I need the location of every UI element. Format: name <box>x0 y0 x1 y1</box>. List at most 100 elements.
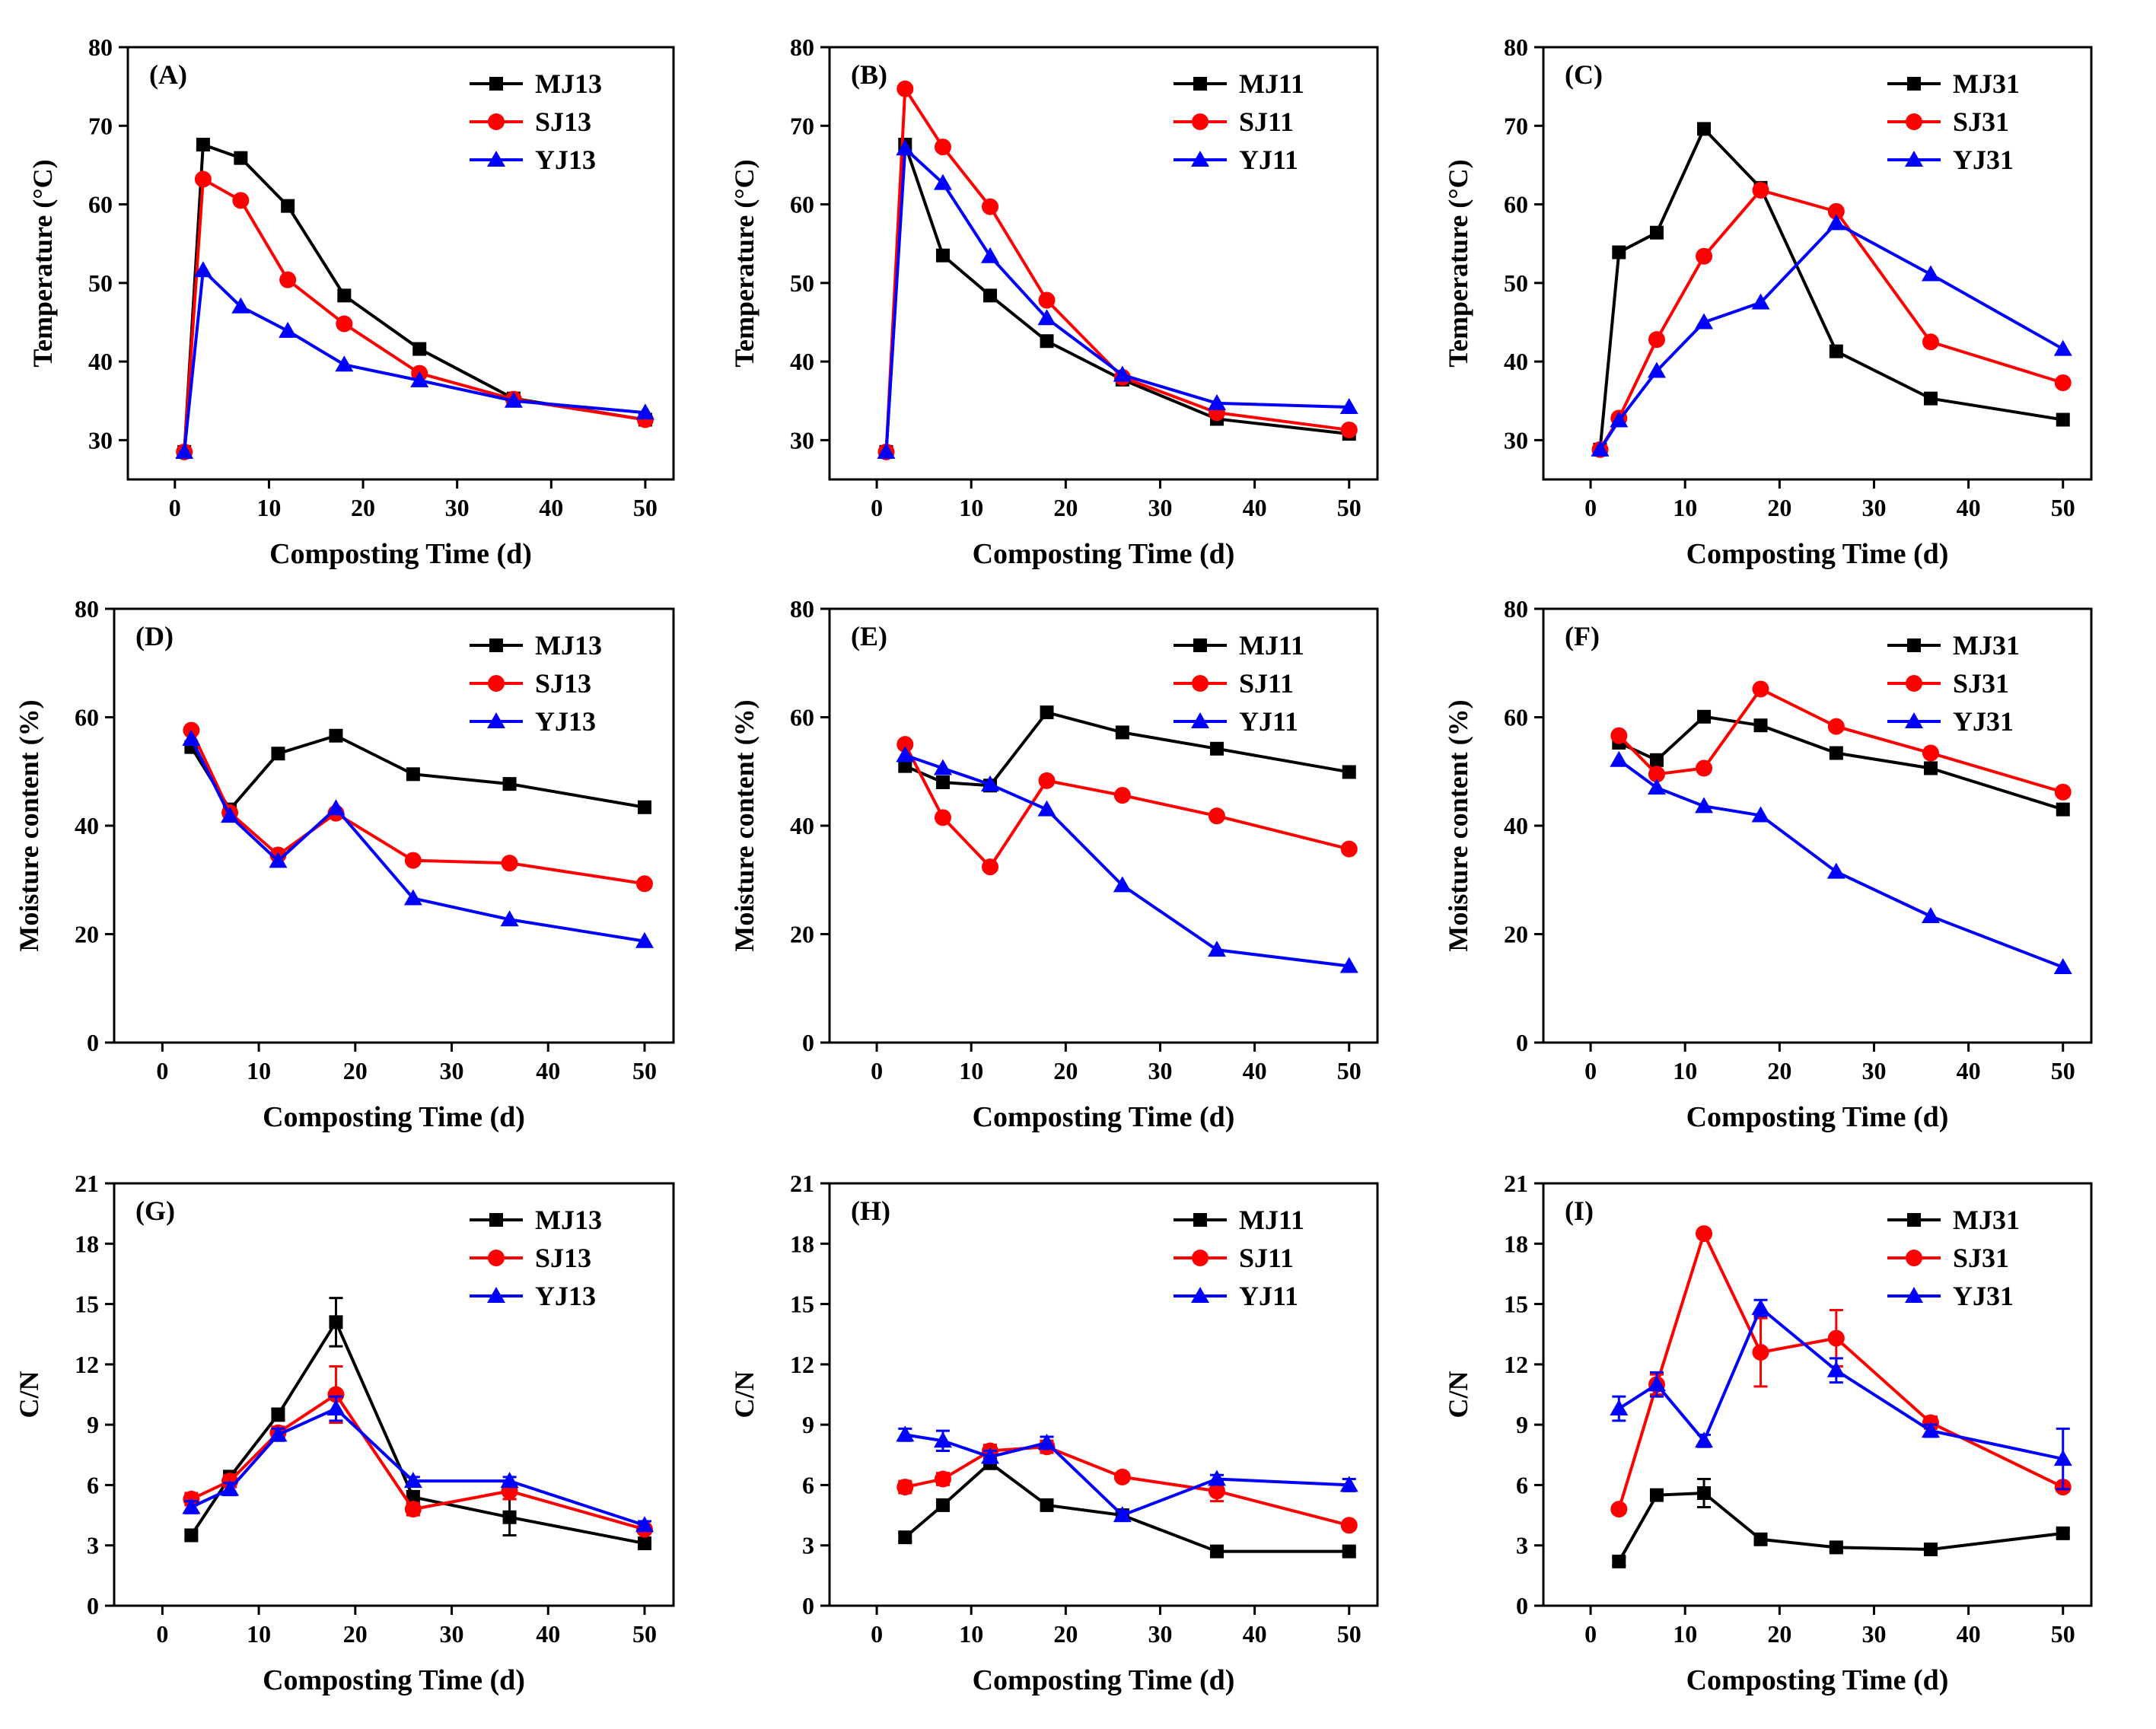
plot-frame <box>113 1182 675 1607</box>
x-tick-label: 40 <box>539 494 563 521</box>
data-point <box>1612 245 1626 260</box>
x-tick-label: 30 <box>1861 1057 1886 1084</box>
data-point <box>2056 802 2070 817</box>
data-point <box>404 852 422 869</box>
legend-marker <box>1906 1250 1922 1266</box>
data-point <box>1113 876 1132 893</box>
y-tick-label: 40 <box>75 812 99 839</box>
series-yj31 <box>1591 214 2072 457</box>
data-point <box>1207 1469 1226 1486</box>
x-tick-label: 0 <box>156 1620 168 1648</box>
y-tick-label: 40 <box>790 812 814 839</box>
legend-label: MJ13 <box>535 68 602 99</box>
y-tick-label: 30 <box>1504 426 1528 454</box>
series-yj13 <box>182 730 654 948</box>
data-point <box>1610 411 1629 428</box>
data-point <box>1696 1225 1713 1243</box>
data-point <box>502 1510 517 1524</box>
legend-entry: SJ11 <box>1174 107 1294 137</box>
series-sj13 <box>183 721 653 893</box>
y-tick-label: 18 <box>790 1230 814 1257</box>
y-tick-label: 20 <box>790 921 814 948</box>
y-tick-label: 40 <box>1504 812 1528 839</box>
y-tick-label: 12 <box>1504 1351 1528 1378</box>
data-point <box>412 342 427 356</box>
data-point <box>896 1479 914 1496</box>
chart-panel-i: 0 10 20 30 40 50 0 3 6 9 12 15 18 21 Composting Time (… <box>1443 1170 2093 1696</box>
legend-entry: YJ31 <box>1887 145 2014 175</box>
y-tick-label: 60 <box>88 191 113 218</box>
data-point <box>1610 1399 1629 1415</box>
legend-entry: MJ13 <box>470 1205 602 1235</box>
data-point <box>1826 214 1845 231</box>
legend-label: YJ31 <box>1953 145 2014 175</box>
y-tick-label: 21 <box>790 1170 814 1197</box>
data-point <box>1827 202 1845 220</box>
x-tick-label: 20 <box>1053 1057 1078 1084</box>
y-tick-label: 70 <box>88 112 113 139</box>
data-point <box>1342 1544 1356 1559</box>
legend-label: MJ13 <box>535 630 602 661</box>
data-point <box>406 767 420 782</box>
legend-label: MJ31 <box>1953 68 2020 99</box>
y-axis-label: C/N <box>14 1371 44 1419</box>
data-point <box>1696 759 1713 777</box>
legend-marker <box>1906 675 1922 692</box>
data-point <box>898 1530 912 1545</box>
data-point <box>271 747 285 761</box>
plot-frame <box>828 46 1379 481</box>
x-tick-label: 0 <box>1584 1057 1597 1084</box>
legend-label: MJ11 <box>1239 630 1304 661</box>
x-tick-label: 40 <box>1957 1620 1981 1648</box>
x-tick-label: 20 <box>1053 1620 1078 1648</box>
series-mj13 <box>184 728 651 817</box>
x-tick-label: 0 <box>871 494 883 521</box>
legend-marker <box>488 1250 505 1266</box>
x-tick-label: 40 <box>536 1057 560 1084</box>
data-point <box>1923 1543 1938 1556</box>
x-tick-label: 20 <box>1053 494 1078 521</box>
data-point <box>2053 1450 2072 1466</box>
data-point <box>1752 1344 1769 1361</box>
panel-label: (H) <box>851 1196 890 1226</box>
data-point <box>1207 941 1226 957</box>
data-point <box>1697 709 1712 724</box>
data-point <box>1209 1544 1224 1559</box>
x-tick-label: 20 <box>343 1057 368 1084</box>
data-point <box>1695 313 1714 330</box>
data-point <box>1113 1468 1131 1485</box>
series-yj11 <box>877 139 1358 459</box>
legend-label: YJ13 <box>535 706 596 737</box>
data-point <box>896 746 915 763</box>
data-point <box>1113 365 1132 382</box>
data-point <box>1207 393 1226 410</box>
data-point <box>1921 265 1940 282</box>
legend-marker <box>1907 77 1921 91</box>
data-point <box>327 1386 345 1403</box>
plot-frame <box>1542 1182 2093 1607</box>
data-point <box>269 852 288 868</box>
y-tick-label: 50 <box>790 269 814 297</box>
data-point <box>232 192 250 209</box>
y-axis-label: Temperature (°C) <box>1443 159 1473 367</box>
x-axis-label: Composting Time (d) <box>263 1101 525 1133</box>
data-point <box>410 371 429 387</box>
x-tick-label: 0 <box>871 1620 883 1648</box>
data-point <box>231 297 250 314</box>
data-point <box>1208 807 1225 825</box>
x-tick-label: 20 <box>343 1620 368 1648</box>
legend-marker <box>488 675 505 692</box>
x-axis-label: Composting Time (d) <box>1686 538 1949 570</box>
data-point <box>406 1490 420 1505</box>
x-tick-label: 50 <box>2051 494 2075 521</box>
series-line <box>1617 686 2064 794</box>
legend-label: MJ13 <box>535 1205 602 1235</box>
y-tick-label: 70 <box>790 112 814 139</box>
legend-label: MJ11 <box>1239 1205 1304 1235</box>
data-point <box>1648 331 1665 349</box>
data-point <box>175 442 194 459</box>
series-mj31 <box>1612 1478 2070 1568</box>
series-line <box>904 753 1350 968</box>
data-point <box>981 247 1000 263</box>
legend-marker <box>1906 113 1922 130</box>
